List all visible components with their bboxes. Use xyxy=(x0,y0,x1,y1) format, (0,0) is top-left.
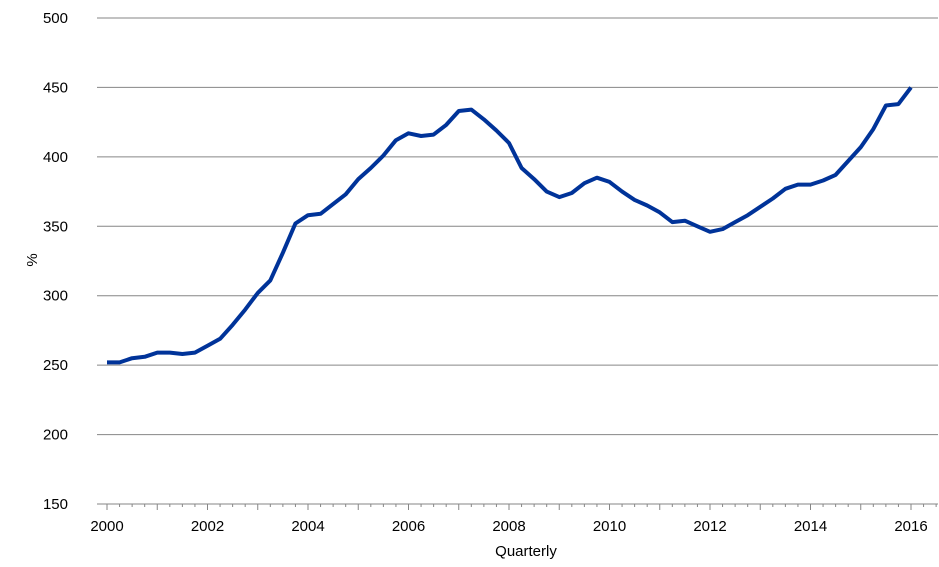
x-tick-label: 2016 xyxy=(894,518,927,535)
x-tick-label: 2012 xyxy=(693,518,726,535)
x-tick-label: 2010 xyxy=(593,518,626,535)
y-tick-label: 400 xyxy=(43,149,68,166)
x-tick-label: 2014 xyxy=(794,518,827,535)
y-tick-label: 150 xyxy=(43,496,68,513)
x-tick-label: 2004 xyxy=(291,518,324,535)
x-tick-label: 2002 xyxy=(191,518,224,535)
y-tick-label: 300 xyxy=(43,288,68,305)
y-tick-label: 350 xyxy=(43,218,68,235)
x-axis-ticks: 2000 2002 2004 2006 2008 2010 2012 2014 2016 xyxy=(90,504,937,535)
y-tick-label: 500 xyxy=(43,10,68,27)
x-axis-title: Quarterly xyxy=(495,543,557,560)
grid-lines xyxy=(97,17,938,436)
y-tick-label: 450 xyxy=(43,79,68,96)
x-tick-label: 2000 xyxy=(90,518,123,535)
series-line xyxy=(107,86,913,365)
y-tick-label: 200 xyxy=(43,427,68,444)
y-tick-label: 250 xyxy=(43,357,68,374)
y-axis-title: % xyxy=(24,253,41,266)
series-layer xyxy=(107,86,913,365)
y-axis-ticks: 150 200 250 300 350 400 450 500 xyxy=(43,10,68,513)
x-tick-label: 2008 xyxy=(492,518,525,535)
x-tick-label: 2006 xyxy=(392,518,425,535)
